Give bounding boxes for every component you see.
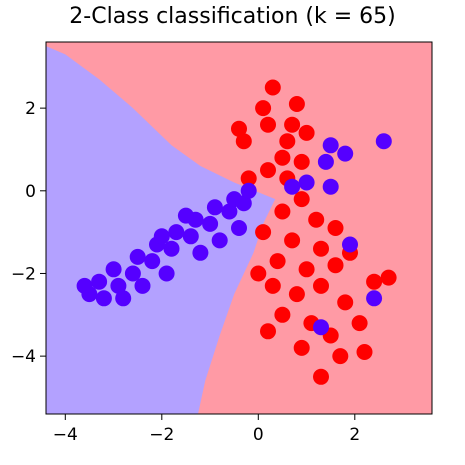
data-point-red — [327, 257, 344, 274]
data-point-blue — [91, 273, 108, 290]
data-point-red — [313, 240, 329, 257]
data-point-blue — [153, 228, 170, 245]
data-point-blue — [322, 137, 339, 154]
x-tick-label: 0 — [253, 425, 264, 445]
y-tick-label: −2 — [11, 264, 36, 284]
decision-region-blue — [46, 42, 276, 414]
data-point-red — [288, 96, 305, 112]
x-axis: −4 −2 0 2 — [53, 414, 360, 445]
data-point-red — [274, 149, 291, 166]
data-point-red — [308, 211, 325, 228]
scatter-points — [76, 79, 397, 385]
data-point-red — [293, 339, 310, 356]
data-point-red — [264, 79, 281, 96]
y-tick-label: −4 — [11, 347, 36, 367]
data-point-blue — [134, 277, 151, 294]
data-point-blue — [95, 290, 112, 307]
data-point-blue — [322, 178, 339, 195]
data-point-blue — [105, 261, 122, 278]
data-point-blue — [337, 145, 354, 162]
data-point-red — [298, 124, 315, 141]
data-point-red — [380, 269, 397, 286]
data-point-red — [284, 232, 301, 249]
x-tick-label: −4 — [53, 425, 78, 445]
data-point-red — [255, 224, 272, 241]
data-point-red — [255, 100, 272, 117]
data-point-blue — [115, 290, 132, 307]
data-point-red — [279, 133, 296, 150]
data-point-red — [293, 153, 310, 170]
data-point-blue — [163, 240, 180, 257]
plot-frame — [45, 41, 433, 415]
data-point-blue — [177, 207, 194, 224]
data-point-blue — [168, 224, 185, 241]
data-point-red — [269, 253, 286, 270]
data-point-red — [298, 261, 315, 278]
data-point-red — [288, 286, 305, 303]
data-point-blue — [284, 178, 301, 195]
x-tick-label: 2 — [349, 425, 360, 445]
data-point-red — [235, 133, 252, 150]
data-point-blue — [231, 220, 247, 236]
data-point-red — [332, 348, 349, 365]
data-point-blue — [366, 290, 383, 307]
data-point-red — [260, 323, 276, 340]
data-point-red — [260, 162, 276, 179]
y-axis: 2 0 −2 −4 — [11, 99, 46, 367]
data-point-red — [351, 315, 368, 332]
data-point-red — [284, 116, 301, 133]
data-point-blue — [192, 244, 209, 261]
data-point-blue — [211, 232, 228, 249]
data-point-red — [231, 120, 247, 137]
data-point-red — [356, 344, 373, 360]
data-point-blue — [144, 253, 161, 270]
data-point-red — [313, 277, 329, 294]
data-point-blue — [206, 199, 223, 216]
data-point-red — [264, 277, 281, 294]
data-point-blue — [129, 248, 146, 265]
data-point-blue — [313, 319, 329, 336]
data-point-blue — [298, 174, 315, 191]
data-point-blue — [342, 236, 358, 253]
data-point-blue — [158, 265, 175, 282]
x-tick-label: −2 — [149, 425, 174, 445]
data-point-blue — [375, 133, 392, 150]
data-point-red — [274, 306, 291, 323]
data-point-red — [260, 116, 276, 133]
data-point-red — [293, 191, 310, 208]
data-point-red — [274, 203, 291, 220]
data-point-red — [240, 170, 257, 187]
data-point-red — [366, 273, 383, 290]
data-point-blue — [110, 277, 127, 294]
data-point-blue — [76, 277, 93, 294]
data-point-blue — [124, 265, 141, 282]
data-point-red — [313, 368, 329, 385]
data-point-red — [327, 220, 344, 236]
data-point-blue — [317, 153, 334, 170]
y-tick-label: 2 — [25, 99, 36, 119]
plot-area — [46, 42, 432, 414]
data-point-red — [250, 265, 267, 282]
y-tick-label: 0 — [25, 182, 36, 202]
data-point-blue — [240, 182, 257, 199]
data-point-blue — [182, 228, 199, 245]
data-point-blue — [221, 203, 238, 220]
chart-title: 2-Class classification (k = 65) — [69, 4, 396, 29]
data-point-blue — [202, 215, 219, 232]
data-point-blue — [235, 195, 252, 212]
data-point-red — [337, 294, 354, 311]
